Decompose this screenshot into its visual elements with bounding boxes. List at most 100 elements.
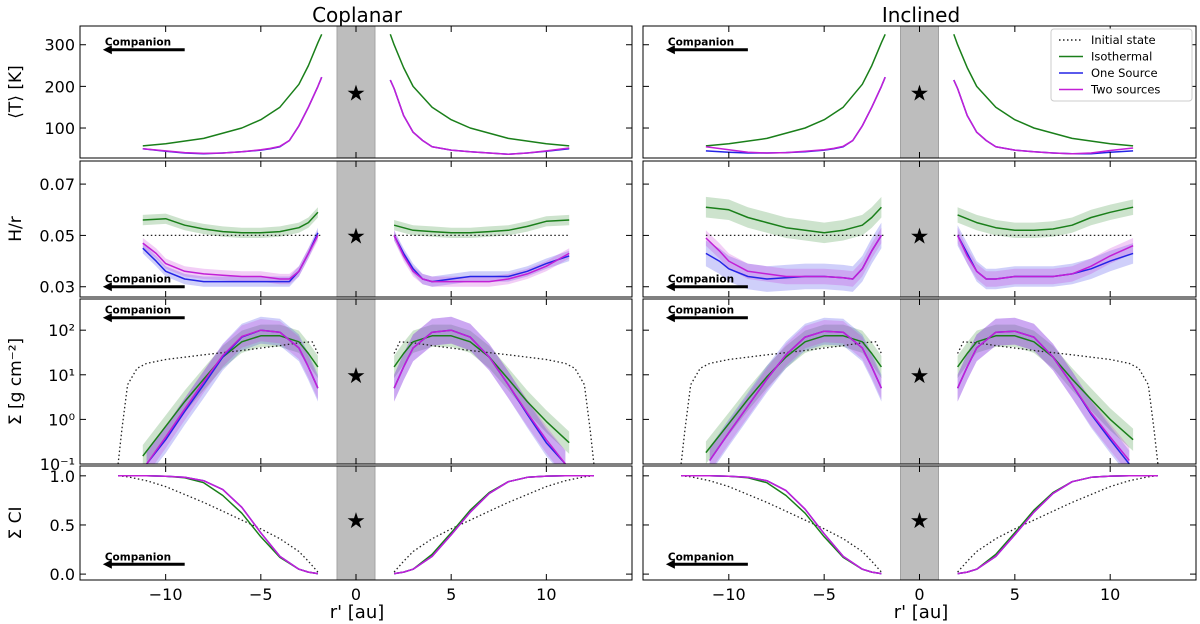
- line-initial-left: [680, 341, 882, 464]
- companion-arrowhead: [665, 313, 675, 323]
- band-isothermal-left: [705, 196, 882, 244]
- line-initial-left: [118, 475, 319, 573]
- x-axis-label-coplanar: r' [au]: [330, 602, 385, 623]
- band-one_source-left: [709, 317, 882, 464]
- y-axis-label-aspect: H/r: [6, 216, 26, 242]
- companion-label: Companion: [105, 305, 171, 317]
- star-marker: ★: [346, 82, 366, 107]
- panel-surface_density-inclined: ★ Companion: [642, 298, 1197, 465]
- companion-label: Companion: [668, 551, 734, 563]
- band-two_sources-right: [394, 316, 566, 464]
- y-tick-label: 10²: [48, 321, 75, 340]
- panel-ci_fraction-coplanar: ★ Companion −10 −5 0 5 10 0.0 0.5 1.0: [50, 465, 633, 604]
- band-isothermal-right: [957, 199, 1134, 238]
- line-isothermal-right: [393, 219, 570, 234]
- panel-aspect-coplanar: ★ Companion 0.03 0.05 0.07: [39, 160, 633, 298]
- companion-label: Companion: [668, 274, 734, 286]
- band-isothermal-left: [142, 324, 318, 464]
- line-initial-right: [957, 341, 1159, 464]
- companion-label: Companion: [668, 37, 734, 49]
- line-isothermal-left: [142, 211, 319, 234]
- band-two_sources-right: [957, 317, 1130, 464]
- companion-label: Companion: [105, 37, 171, 49]
- line-isothermal-right: [956, 335, 1134, 441]
- line-two_sources-right: [393, 329, 566, 464]
- companion-label: Companion: [668, 305, 734, 317]
- x-axis-label-inclined: r' [au]: [894, 602, 949, 623]
- line-two_sources-left: [142, 235, 319, 280]
- x-tick-label: −5: [812, 585, 836, 604]
- legend: Initial state Isothermal One Source Two sou…: [1050, 28, 1193, 102]
- legend-label-isothermal: Isothermal: [1091, 50, 1152, 64]
- band-two_sources-right: [957, 227, 1134, 287]
- y-tick-label: 10⁰: [48, 410, 75, 429]
- legend-label-initial: Initial state: [1091, 33, 1156, 47]
- companion-label: Companion: [105, 274, 171, 286]
- y-tick-label: 200: [44, 77, 75, 96]
- line-initial-right: [957, 475, 1158, 573]
- star-marker: ★: [910, 82, 930, 107]
- line-two_sources-left: [142, 76, 323, 155]
- band-two_sources-right: [394, 230, 570, 287]
- companion-arrowhead: [665, 45, 675, 55]
- series-group: [705, 33, 1134, 155]
- line-two_sources-left: [145, 329, 319, 464]
- band-isothermal-right: [394, 214, 570, 238]
- band-isothermal-left: [705, 324, 882, 464]
- panel-ci_fraction-inclined: ★ Companion −10 −5 0 5 10: [642, 465, 1197, 604]
- companion-arrowhead: [102, 282, 112, 292]
- y-axis-label-ci_fraction: Σ CI: [6, 506, 26, 539]
- line-two_sources-right: [957, 475, 1158, 575]
- panel-temperature-coplanar: ★ Companion 100 200 300: [44, 25, 633, 159]
- line-isothermal-left: [142, 33, 323, 147]
- line-isothermal-left: [705, 335, 883, 454]
- series-group: [118, 475, 594, 575]
- y-tick-label: 300: [44, 36, 75, 55]
- panel-temperature-inclined: ★ Companion Initial state Isothermal One Sou…: [642, 25, 1197, 159]
- x-tick-label: 0: [914, 585, 924, 604]
- column-title-inclined: Inclined: [882, 3, 960, 27]
- line-isothermal-left: [705, 33, 886, 147]
- y-tick-label: 10⁻¹: [40, 455, 75, 474]
- line-isothermal-right: [953, 34, 1134, 147]
- companion-label: Companion: [105, 551, 171, 563]
- line-two_sources-left: [705, 76, 886, 154]
- y-tick-label: 0.5: [50, 516, 75, 535]
- star-marker: ★: [910, 224, 930, 249]
- x-tick-label: 0: [351, 585, 361, 604]
- line-two_sources-right: [393, 475, 594, 575]
- band-two_sources-left: [142, 230, 318, 285]
- star-marker: ★: [346, 364, 366, 389]
- line-two_sources-right: [956, 330, 1130, 461]
- gap-band: [900, 298, 939, 465]
- line-two_sources-left: [681, 475, 882, 575]
- legend-label-one_source: One Source: [1091, 66, 1158, 80]
- line-one_source-right: [393, 235, 570, 283]
- line-isothermal-right: [389, 34, 570, 147]
- x-tick-label: 10: [1100, 585, 1120, 604]
- y-axis-label-temperature: ⟨T⟩ [K]: [6, 65, 26, 118]
- star-marker: ★: [346, 509, 366, 534]
- panel-aspect-inclined: ★ Companion: [642, 160, 1197, 298]
- y-tick-label: 10¹: [48, 366, 75, 385]
- companion-arrowhead: [665, 559, 675, 569]
- line-two_sources-right: [956, 235, 1134, 280]
- star-marker: ★: [910, 509, 930, 534]
- line-isothermal-right: [957, 206, 1134, 232]
- y-tick-label: 0.0: [50, 565, 75, 584]
- series-group: [681, 475, 1158, 575]
- line-isothermal-right: [393, 335, 570, 444]
- y-tick-label: 0.03: [39, 278, 75, 297]
- series-group: [142, 207, 570, 287]
- series-group: [680, 317, 1159, 464]
- line-two_sources-right: [393, 235, 570, 283]
- companion-arrowhead: [102, 45, 112, 55]
- y-tick-label: 1.0: [50, 467, 75, 486]
- legend-frame: [1050, 28, 1193, 102]
- x-tick-label: 10: [536, 585, 556, 604]
- band-one_source-right: [394, 230, 570, 287]
- series-group: [705, 196, 1134, 292]
- companion-arrowhead: [102, 559, 112, 569]
